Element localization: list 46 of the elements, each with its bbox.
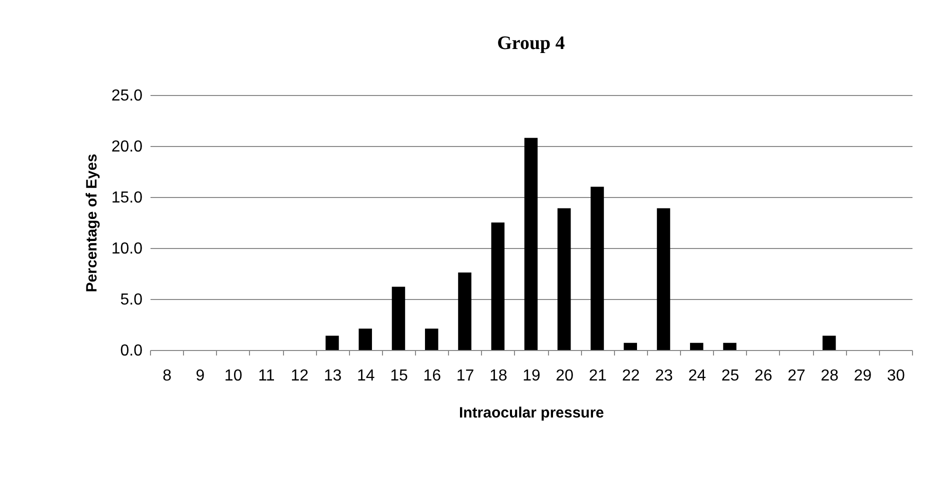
x-tick-label: 9 xyxy=(196,368,205,384)
bar xyxy=(424,328,438,350)
bar xyxy=(723,342,736,350)
x-tick-label: 17 xyxy=(456,368,474,384)
bar xyxy=(524,138,538,350)
bar xyxy=(656,208,670,350)
y-tick-label: 25.0 xyxy=(111,88,143,104)
x-tick-label: 18 xyxy=(489,368,508,384)
bar xyxy=(491,222,504,350)
x-tick-label: 26 xyxy=(754,368,772,384)
x-tick-label: 12 xyxy=(290,368,309,384)
x-tick-label: 22 xyxy=(622,368,640,384)
bar xyxy=(624,342,638,350)
chart-title: Group 4 xyxy=(497,33,566,54)
bar xyxy=(690,342,704,350)
x-tick-label: 30 xyxy=(887,368,905,384)
x-tick-label: 10 xyxy=(224,368,242,384)
bar xyxy=(326,336,339,350)
x-tick-label: 11 xyxy=(258,368,275,384)
y-tick-label: 0.0 xyxy=(120,342,143,360)
x-tick-label: 25 xyxy=(721,368,740,384)
x-tick-label: 13 xyxy=(324,368,342,384)
x-tick-label: 16 xyxy=(423,368,442,384)
y-axis-title: Percentage of Eyes xyxy=(83,154,100,292)
bar xyxy=(558,208,571,350)
x-tick-label: 14 xyxy=(356,368,375,384)
y-tick-label: 10.0 xyxy=(111,240,143,258)
y-tick-label: 5.0 xyxy=(120,292,143,308)
y-tick-label: 20.0 xyxy=(111,138,143,156)
x-tick-label: 19 xyxy=(522,368,540,384)
x-tick-label: 23 xyxy=(655,368,674,384)
bar xyxy=(822,336,836,350)
y-tick-label: 15.0 xyxy=(111,190,143,206)
x-tick-label: 15 xyxy=(390,368,408,384)
x-tick-label: 8 xyxy=(162,368,172,384)
x-axis-title: Intraocular pressure xyxy=(458,404,604,422)
x-tick-label: 21 xyxy=(588,368,607,384)
bar xyxy=(590,186,604,350)
x-tick-label: 20 xyxy=(556,368,574,384)
x-tick-label: 27 xyxy=(788,368,806,384)
x-tick-label: 29 xyxy=(854,368,872,384)
bar xyxy=(392,286,406,350)
bar xyxy=(458,272,472,350)
bar xyxy=(358,328,372,350)
x-tick-label: 28 xyxy=(820,368,839,384)
x-tick-label: 24 xyxy=(688,368,706,384)
